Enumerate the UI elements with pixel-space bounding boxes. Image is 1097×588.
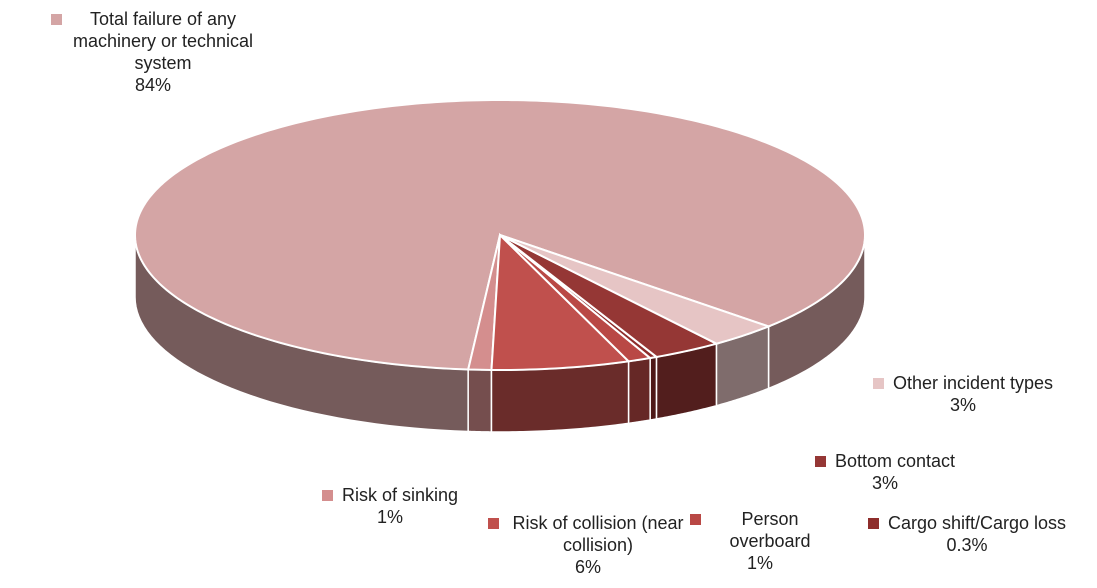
data-label: Bottom contact 3% [780,450,990,494]
data-label: Risk of sinking 1% [290,484,490,528]
legend-marker [488,518,499,529]
label-name: Risk of sinking [341,485,459,505]
legend-marker [872,378,884,389]
legend-marker [50,14,62,25]
legend-marker [814,456,826,467]
slice-side [649,356,658,421]
label-value: 3% [949,395,976,415]
data-label: Person overboard 1% [680,508,840,574]
slice-side [627,357,651,425]
label-value: 84% [134,75,172,95]
slice-side [467,368,493,433]
label-value: 3% [871,473,898,493]
label-value: 1% [746,553,773,573]
data-label: Other incident types 3% [838,372,1088,416]
legend-marker [690,514,701,525]
slice [490,232,631,371]
label-name: Total failure of any machinery or techni… [72,9,254,73]
label-name: Risk of collision (near collision) [512,513,684,555]
slice [499,234,772,345]
data-label: Total failure of any machinery or techni… [8,8,298,96]
label-value: 1% [376,507,403,527]
legend-marker [321,490,333,501]
label-name: Cargo shift/Cargo loss [887,513,1067,533]
label-value: 0.3% [946,535,988,555]
legend-marker [867,518,879,529]
label-name: Person overboard [729,509,811,551]
data-label: Cargo shift/Cargo loss 0.3% [838,512,1096,556]
label-value: 6% [574,557,601,577]
data-label: Risk of collision (near collision) 6% [488,512,688,578]
slice-side [490,360,630,433]
slice [499,234,720,359]
label-name: Other incident types [892,373,1054,393]
label-name: Bottom contact [834,451,956,471]
